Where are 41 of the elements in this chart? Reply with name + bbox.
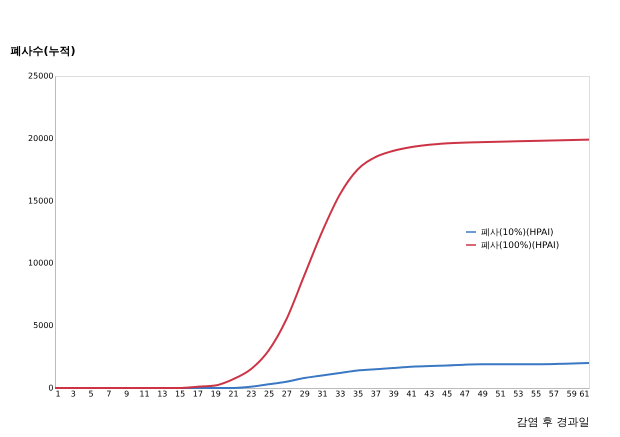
- y-axis-title: 폐사수(누적): [10, 44, 76, 58]
- y-tick-label: 5000: [33, 321, 54, 330]
- x-tick-label: 49: [478, 390, 488, 398]
- x-tick-label: 29: [300, 390, 310, 398]
- x-tick-label: 45: [442, 390, 452, 398]
- legend-label: 폐사(100%)(HPAI): [481, 241, 560, 251]
- x-tick-label: 9: [124, 390, 130, 398]
- y-tick-label: 25000: [28, 72, 54, 80]
- x-tick-label: 21: [228, 390, 239, 398]
- x-tick-label: 25: [264, 390, 274, 398]
- x-tick-label: 39: [388, 390, 399, 398]
- legend-label: 폐사(10%)(HPAI): [481, 228, 554, 238]
- x-tick-label: 55: [531, 390, 542, 398]
- x-tick-label: 51: [495, 390, 506, 398]
- x-tick-label: 35: [353, 390, 364, 398]
- x-tick-label: 37: [370, 390, 381, 398]
- y-tick-label: 0: [48, 384, 54, 392]
- x-tick-label: 43: [424, 390, 434, 398]
- x-tick-label: 5: [88, 390, 94, 398]
- x-tick-label: 27: [282, 390, 292, 398]
- x-tick-label: 3: [70, 390, 76, 398]
- y-tick-label: 10000: [28, 258, 54, 268]
- x-tick-label: 41: [406, 390, 417, 398]
- y-tick-label: 20000: [28, 134, 54, 143]
- x-tick-label: 53: [513, 390, 524, 398]
- x-tick-label: 59: [566, 390, 577, 398]
- x-tick-label: 57: [548, 390, 559, 398]
- x-tick-label: 61: [579, 390, 590, 398]
- x-tick-label: 17: [192, 390, 203, 398]
- x-tick-label: 13: [157, 390, 168, 398]
- x-tick-label: 47: [460, 390, 470, 398]
- x-tick-label: 33: [335, 390, 346, 398]
- x-tick-label: 23: [246, 390, 256, 398]
- x-axis-title: 감염 후 경과일: [516, 416, 590, 428]
- x-tick-label: 19: [210, 390, 221, 398]
- x-tick-label: 1: [56, 390, 61, 398]
- x-tick-label: 11: [139, 390, 150, 398]
- x-tick-label: 31: [317, 390, 328, 398]
- y-tick-label: 15000: [28, 196, 54, 206]
- x-tick-label: 15: [175, 390, 186, 398]
- x-tick-label: 7: [106, 390, 112, 398]
